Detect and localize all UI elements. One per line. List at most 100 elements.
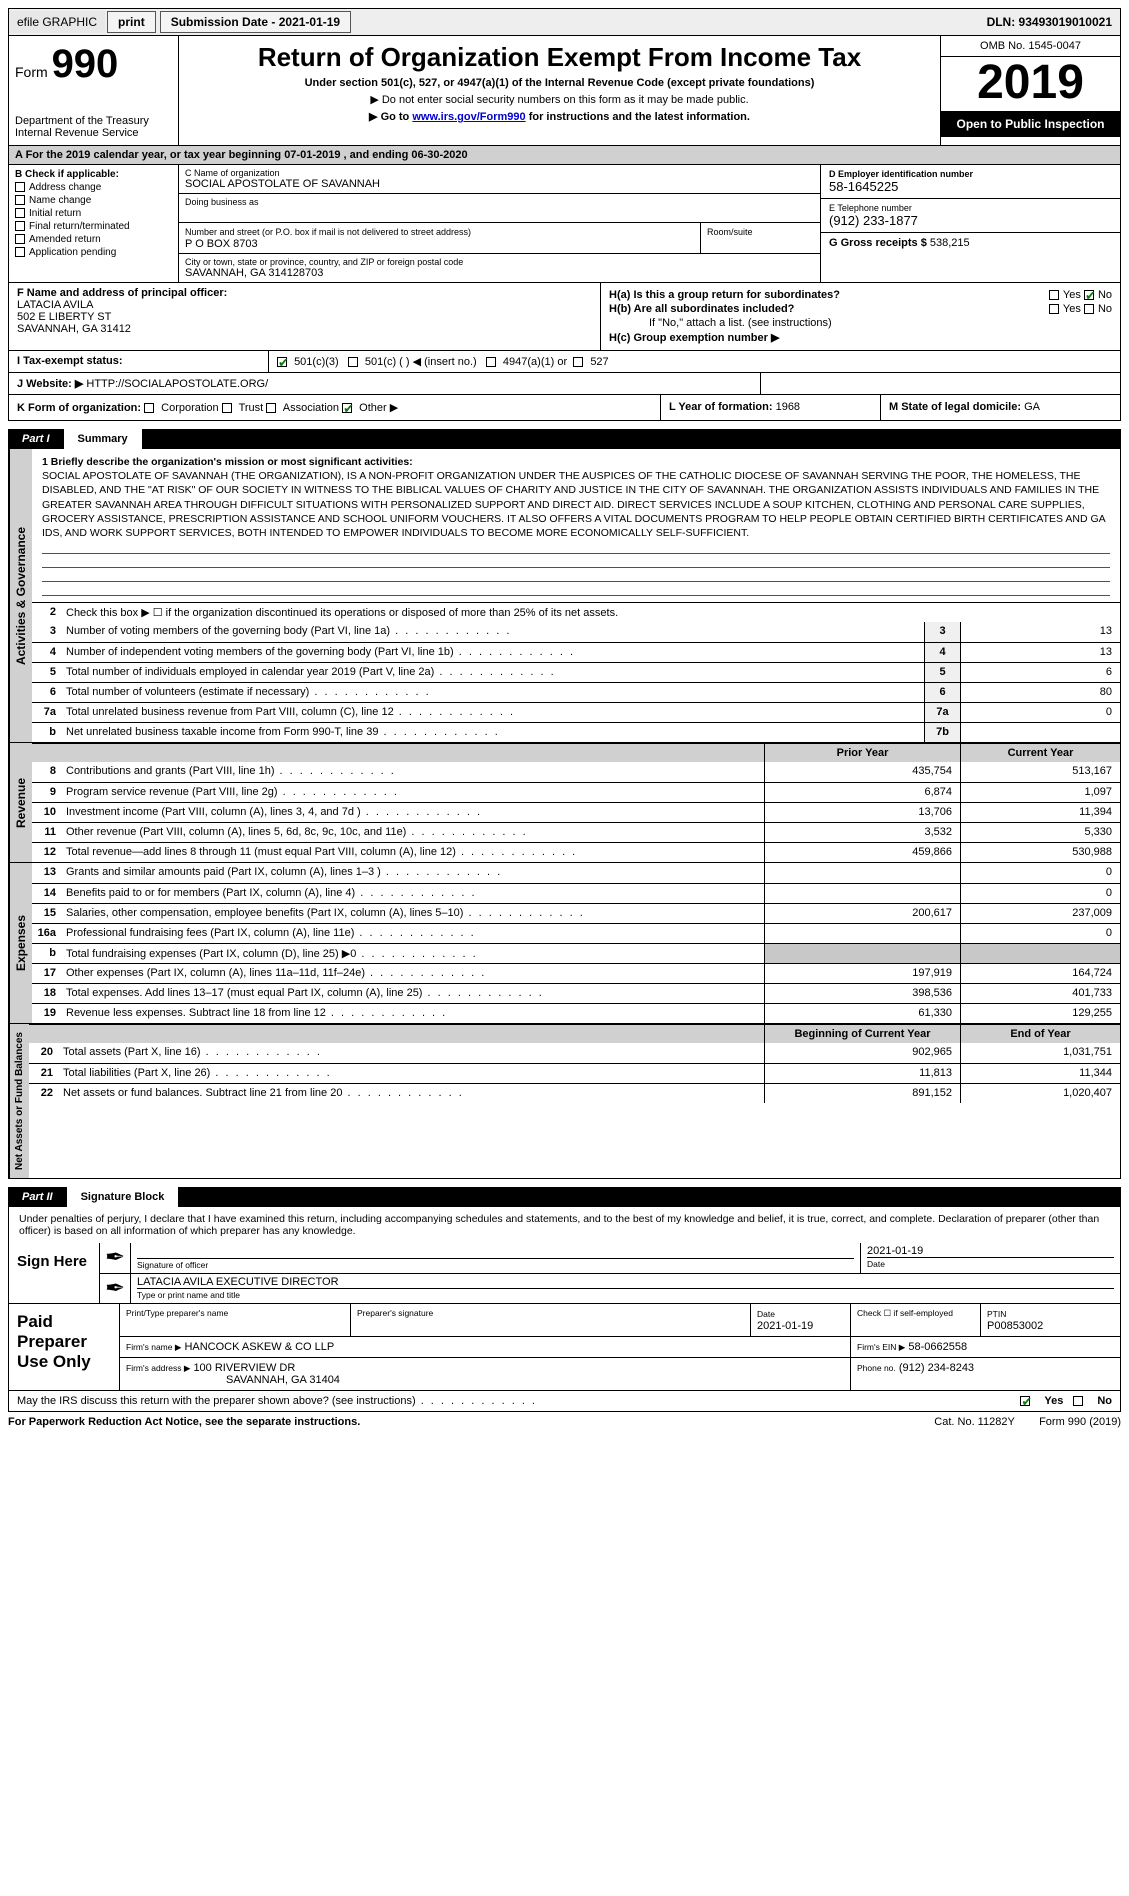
ssn-warning: ▶ Do not enter social security numbers o… <box>189 93 930 106</box>
chk-pending[interactable] <box>15 247 25 257</box>
chk-501c[interactable] <box>348 357 358 367</box>
chk-corp[interactable] <box>144 403 154 413</box>
footer-line: For Paperwork Reduction Act Notice, see … <box>8 1412 1121 1428</box>
mission-block: 1 Briefly describe the organization's mi… <box>32 449 1120 602</box>
opt-4947: 4947(a)(1) or <box>503 356 567 368</box>
period-text: A For the 2019 calendar year, or tax yea… <box>15 149 468 161</box>
f-lbl: F Name and address of principal officer: <box>17 287 227 299</box>
k-other: Other ▶ <box>359 402 398 414</box>
gov-row-3: 3 Number of voting members of the govern… <box>32 622 1120 642</box>
col-b: B Check if applicable: Address change Na… <box>9 165 179 282</box>
gov-row-4: 4 Number of independent voting members o… <box>32 642 1120 662</box>
rev-row-12: 12 Total revenue—add lines 8 through 11 … <box>32 842 1120 862</box>
hb-yes[interactable] <box>1049 304 1059 314</box>
open-to-public-badge: Open to Public Inspection <box>941 111 1120 137</box>
chk-527[interactable] <box>573 357 583 367</box>
line-2: Check this box ▶ ☐ if the organization d… <box>60 603 1120 622</box>
b-addr-change: Address change <box>29 182 101 193</box>
mission-text: SOCIAL APOSTOLATE OF SAVANNAH (THE ORGAN… <box>42 470 1105 539</box>
part-ii-tag: Part II <box>8 1187 67 1207</box>
top-bar: efile GRAPHIC print Submission Date - 20… <box>8 8 1121 36</box>
part-i-body: Activities & Governance 1 Briefly descri… <box>8 449 1121 1179</box>
city-lbl: City or town, state or province, country… <box>185 257 814 267</box>
chk-amended[interactable] <box>15 234 25 244</box>
omb-number: OMB No. 1545-0047 <box>941 36 1120 57</box>
period-row: A For the 2019 calendar year, or tax yea… <box>8 146 1121 165</box>
hb-no[interactable] <box>1084 304 1094 314</box>
col-c: C Name of organization SOCIAL APOSTOLATE… <box>179 165 820 282</box>
print-button[interactable]: print <box>107 11 156 33</box>
firm-name-lbl: Firm's name ▶ <box>126 1342 181 1352</box>
irs-link[interactable]: www.irs.gov/Form990 <box>412 111 525 123</box>
dln-label: DLN: 93493019010021 <box>979 11 1120 33</box>
begin-year-hdr: Beginning of Current Year <box>764 1025 960 1043</box>
firm-phone: (912) 234-8243 <box>899 1362 974 1374</box>
k-trust: Trust <box>239 402 264 414</box>
exp-row-16a: 16a Professional fundraising fees (Part … <box>32 923 1120 943</box>
prep-date: 2021-01-19 <box>757 1320 813 1332</box>
j-lbl: J Website: ▶ <box>17 378 83 390</box>
form-ref: Form 990 (2019) <box>1039 1416 1121 1428</box>
firm-addr-lbl: Firm's address ▶ <box>126 1363 190 1373</box>
chk-other[interactable] <box>342 403 352 413</box>
department-label: Department of the Treasury Internal Reve… <box>15 115 172 139</box>
prep-date-lbl: Date <box>757 1309 775 1319</box>
goto-post: for instructions and the latest informat… <box>526 111 750 123</box>
hb-note: If "No," attach a list. (see instruction… <box>649 317 832 329</box>
row-i-j: I Tax-exempt status: 501(c)(3) 501(c) ( … <box>8 351 1121 373</box>
rev-row-11: 11 Other revenue (Part VIII, column (A),… <box>32 822 1120 842</box>
net-row-21: 21 Total liabilities (Part X, line 26) 1… <box>29 1063 1120 1083</box>
prep-sig-lbl: Preparer's signature <box>350 1304 750 1336</box>
exp-row-b: b Total fundraising expenses (Part IX, c… <box>32 943 1120 963</box>
hc-lbl: H(c) Group exemption number ▶ <box>609 331 779 344</box>
m-lbl: M State of legal domicile: <box>889 401 1021 413</box>
dba-lbl: Doing business as <box>185 197 814 207</box>
side-netassets: Net Assets or Fund Balances <box>9 1024 29 1178</box>
print-name-lbl: Type or print name and title <box>137 1290 240 1300</box>
net-row-22: 22 Net assets or fund balances. Subtract… <box>29 1083 1120 1103</box>
c-name-lbl: C Name of organization <box>185 168 814 178</box>
gov-row-6: 6 Total number of volunteers (estimate i… <box>32 682 1120 702</box>
ein-value: 58-1645225 <box>829 179 1112 194</box>
sig-date: 2021-01-19 <box>867 1245 1114 1258</box>
form-subtitle: Under section 501(c), 527, or 4947(a)(1)… <box>189 77 930 89</box>
website-url[interactable]: HTTP://SOCIALAPOSTOLATE.ORG/ <box>86 378 268 390</box>
opt-501c3: 501(c)(3) <box>294 356 339 368</box>
row-f-h: F Name and address of principal officer:… <box>8 283 1121 351</box>
chk-final[interactable] <box>15 221 25 231</box>
pen-icon: ✒ <box>100 1243 130 1273</box>
k-corp: Corporation <box>161 402 218 414</box>
chk-address[interactable] <box>15 182 25 192</box>
ha-lbl: H(a) Is this a group return for subordin… <box>609 289 840 301</box>
chk-trust[interactable] <box>222 403 232 413</box>
chk-initial[interactable] <box>15 208 25 218</box>
pen-icon-2: ✒ <box>100 1274 130 1303</box>
pra-notice: For Paperwork Reduction Act Notice, see … <box>8 1416 360 1428</box>
chk-name[interactable] <box>15 195 25 205</box>
b-final: Final return/terminated <box>29 221 130 232</box>
no-lbl: No <box>1098 289 1112 301</box>
b-name-change: Name change <box>29 195 91 206</box>
prep-name-lbl: Print/Type preparer's name <box>120 1304 350 1336</box>
side-revenue: Revenue <box>9 743 32 862</box>
chk-501c3[interactable] <box>277 357 287 367</box>
chk-4947[interactable] <box>486 357 496 367</box>
submission-date-button[interactable]: Submission Date - 2021-01-19 <box>160 11 351 33</box>
discuss-no[interactable] <box>1073 1396 1083 1406</box>
chk-assoc[interactable] <box>266 403 276 413</box>
gross-value: 538,215 <box>930 237 970 249</box>
ptin-lbl: PTIN <box>987 1309 1006 1319</box>
discuss-question: May the IRS discuss this return with the… <box>17 1395 537 1407</box>
goto-line: ▶ Go to www.irs.gov/Form990 for instruct… <box>189 110 930 123</box>
rev-row-8: 8 Contributions and grants (Part VIII, l… <box>32 762 1120 782</box>
gross-lbl: G Gross receipts $ <box>829 237 927 249</box>
gov-row-7a: 7a Total unrelated business revenue from… <box>32 702 1120 722</box>
street-address: P O BOX 8703 <box>185 238 258 250</box>
ha-no[interactable] <box>1084 290 1094 300</box>
paid-preparer-label: Paid Preparer Use Only <box>9 1304 119 1390</box>
opt-501c: 501(c) ( ) ◀ (insert no.) <box>365 356 477 368</box>
ha-yes[interactable] <box>1049 290 1059 300</box>
addr-lbl: Number and street (or P.O. box if mail i… <box>185 227 471 237</box>
current-year-hdr: Current Year <box>960 744 1120 762</box>
discuss-yes[interactable] <box>1020 1396 1030 1406</box>
